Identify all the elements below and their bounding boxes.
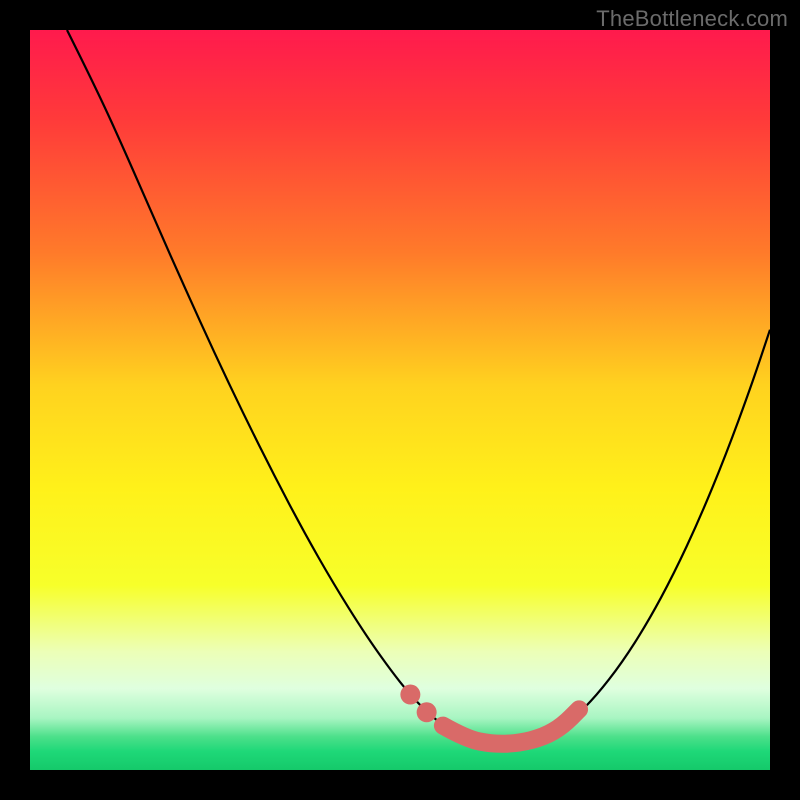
bottleneck-chart (0, 0, 800, 800)
watermark-text: TheBottleneck.com (596, 6, 788, 32)
plot-background (30, 30, 770, 770)
chart-container: TheBottleneck.com (0, 0, 800, 800)
